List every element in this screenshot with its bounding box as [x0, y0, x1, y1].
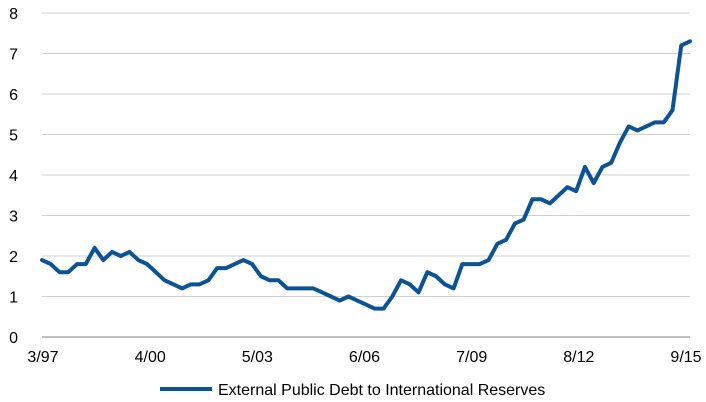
y-tick-label: 5: [9, 128, 18, 145]
y-tick-label: 3: [9, 209, 18, 226]
x-tick-label: 4/00: [135, 349, 166, 366]
x-tick-label: 6/06: [349, 349, 380, 366]
x-tick-label: 9/15: [670, 349, 701, 366]
y-tick-label: 1: [9, 290, 18, 307]
y-tick-label: 8: [9, 6, 18, 23]
x-tick-label: 7/09: [456, 349, 487, 366]
x-tick-label: 5/03: [242, 349, 273, 366]
series-layer: [40, 39, 692, 311]
series-line: [40, 39, 692, 311]
y-tick-label: 7: [9, 47, 18, 64]
x-tick-label: 8/12: [563, 349, 594, 366]
grid-layer: [42, 12, 690, 338]
y-tick-label: 6: [9, 87, 18, 104]
x-axis-labels: 3/97 4/00 5/03 6/06 7/09 8/12 9/15: [27, 349, 701, 366]
y-tick-label: 2: [9, 249, 18, 266]
legend: External Public Debt to International Re…: [160, 382, 545, 399]
legend-label: External Public Debt to International Re…: [218, 382, 545, 399]
y-tick-label: 0: [9, 330, 18, 347]
y-axis-labels: 0 1 2 3 4 5 6 7 8: [9, 6, 18, 347]
x-tick-label: 3/97: [27, 349, 58, 366]
y-tick-label: 4: [9, 168, 18, 185]
